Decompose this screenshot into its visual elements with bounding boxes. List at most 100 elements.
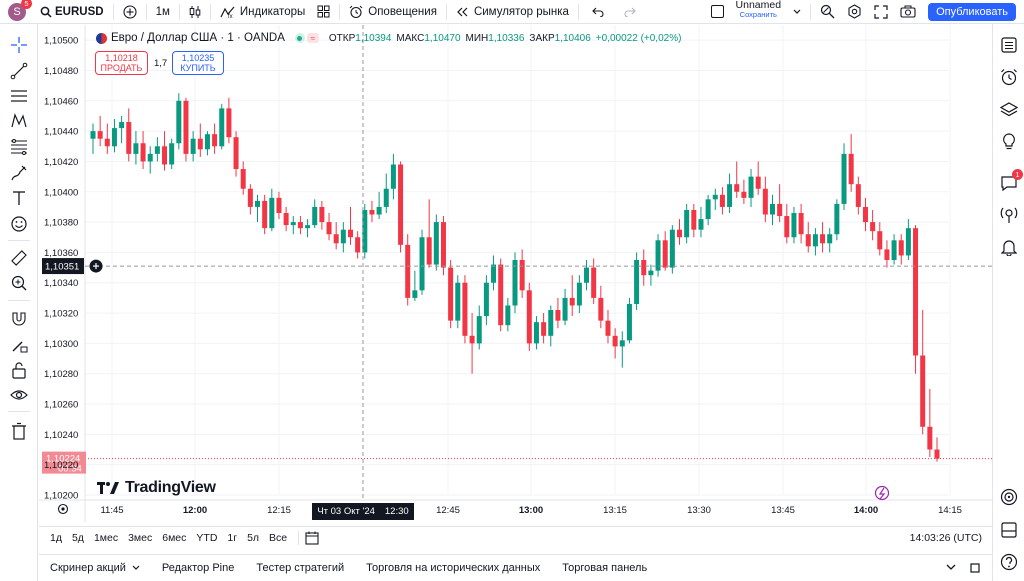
tab-trading-panel[interactable]: Торговая панель bbox=[562, 562, 648, 574]
tab-strategy-tester[interactable]: Тестер стратегий bbox=[256, 562, 345, 574]
candle bbox=[483, 275, 489, 326]
candle bbox=[741, 179, 747, 204]
range-button[interactable]: YTD bbox=[196, 532, 218, 544]
indicators-label: Индикаторы bbox=[239, 5, 306, 18]
snapshot-button[interactable] bbox=[894, 0, 922, 24]
zoom-tool[interactable] bbox=[8, 272, 30, 294]
crosshair-tool[interactable] bbox=[8, 34, 30, 56]
lock-drawing-tool[interactable] bbox=[8, 334, 30, 356]
replay-button[interactable]: Симулятор рынка bbox=[450, 0, 575, 24]
help-button[interactable] bbox=[998, 551, 1020, 573]
watchlist-button[interactable] bbox=[998, 34, 1020, 56]
candle-body bbox=[154, 146, 160, 154]
range-button[interactable]: 1г bbox=[227, 532, 238, 544]
time-tick-label: 11:45 bbox=[100, 505, 123, 516]
tradingview-logo[interactable]: TradingView bbox=[97, 479, 216, 497]
tab-stock-screener[interactable]: Скринер акций bbox=[39, 562, 151, 574]
add-alert-plus-icon[interactable] bbox=[89, 259, 103, 273]
dom-button[interactable] bbox=[998, 486, 1020, 508]
divider bbox=[339, 3, 341, 20]
visibility-tool[interactable] bbox=[8, 384, 30, 406]
maximize-icon[interactable] bbox=[970, 563, 980, 573]
horizontal-lines-tool[interactable] bbox=[8, 85, 30, 107]
axis-settings-icon[interactable] bbox=[57, 503, 69, 515]
chats-button[interactable]: 1 bbox=[998, 169, 1023, 194]
candle-body bbox=[498, 264, 504, 326]
tab-label: Скринер акций bbox=[50, 562, 126, 574]
layout-menu-button[interactable] bbox=[787, 0, 807, 24]
date-range-button[interactable] bbox=[305, 531, 319, 545]
candle bbox=[634, 252, 640, 311]
candle bbox=[920, 310, 926, 435]
chart-legend[interactable]: Евро / Доллар США · 1 · OANDA ≈ ОТКР1,10… bbox=[96, 32, 681, 44]
tab-pine-editor[interactable]: Редактор Pine bbox=[161, 562, 235, 574]
fullscreen-button[interactable] bbox=[868, 0, 894, 24]
quick-search-button[interactable] bbox=[814, 0, 841, 24]
object-tree-button[interactable] bbox=[998, 99, 1020, 121]
alerts-panel-button[interactable] bbox=[998, 66, 1020, 88]
lightning-event-icon[interactable] bbox=[874, 485, 890, 501]
publish-button[interactable]: Опубликовать bbox=[928, 2, 1016, 21]
layouts-button[interactable] bbox=[311, 0, 336, 24]
range-button[interactable]: 5л bbox=[247, 532, 260, 544]
chart-type-button[interactable] bbox=[183, 0, 207, 24]
interval-button[interactable]: 1м bbox=[155, 5, 170, 18]
remove-drawings-tool[interactable] bbox=[8, 420, 30, 442]
crosshair-price-tag bbox=[42, 258, 84, 275]
tab-replay-trading[interactable]: Торговля на исторических данных bbox=[366, 562, 541, 574]
redo-button[interactable] bbox=[614, 0, 646, 24]
brush-tool[interactable] bbox=[8, 162, 30, 184]
utc-clock[interactable]: 14:03:26 (UTC) bbox=[909, 532, 982, 544]
alerts-button[interactable]: Оповещения bbox=[343, 0, 443, 24]
chevron-down-icon[interactable] bbox=[946, 563, 956, 571]
streams-button[interactable] bbox=[998, 204, 1020, 226]
low-value: 1,10336 bbox=[488, 32, 525, 44]
text-tool[interactable] bbox=[8, 187, 30, 209]
candle-body bbox=[247, 188, 253, 207]
range-button[interactable]: Все bbox=[269, 532, 288, 544]
settings-button[interactable] bbox=[841, 0, 868, 24]
range-button[interactable]: 3мес bbox=[128, 532, 153, 544]
candle bbox=[326, 213, 332, 241]
symbol-search[interactable]: EURUSD bbox=[34, 0, 110, 24]
candle bbox=[405, 234, 411, 306]
candle bbox=[390, 153, 396, 200]
pattern-icon bbox=[11, 113, 27, 128]
candle-body bbox=[677, 229, 683, 238]
pattern-tool[interactable] bbox=[8, 110, 30, 132]
search-icon bbox=[40, 6, 52, 18]
sell-button[interactable]: 1,10218 ПРОДАТЬ bbox=[95, 51, 148, 75]
undo-button[interactable] bbox=[582, 0, 614, 24]
buy-button[interactable]: 1,10235 КУПИТЬ bbox=[172, 51, 224, 75]
candle-body bbox=[834, 203, 840, 235]
emoji-tool[interactable] bbox=[8, 213, 30, 235]
range-button[interactable]: 1д bbox=[50, 532, 62, 544]
range-button[interactable]: 6мес bbox=[162, 532, 187, 544]
indicators-icon: fx bbox=[220, 6, 235, 18]
ruler-tool[interactable] bbox=[8, 247, 30, 269]
lock-tool[interactable] bbox=[8, 359, 30, 381]
compare-button[interactable] bbox=[117, 0, 143, 24]
layout-checkbox[interactable] bbox=[705, 0, 730, 24]
notifications-button[interactable] bbox=[998, 236, 1020, 258]
candle bbox=[855, 176, 861, 215]
indicators-button[interactable]: fx Индикаторы bbox=[214, 0, 311, 24]
divider bbox=[209, 3, 211, 20]
range-button[interactable]: 5д bbox=[71, 532, 84, 544]
magnet-tool[interactable] bbox=[8, 308, 30, 330]
eye-icon bbox=[10, 390, 28, 400]
ideas-button[interactable] bbox=[998, 131, 1020, 153]
trend-line-tool[interactable] bbox=[8, 60, 30, 82]
candle-body bbox=[455, 282, 461, 321]
candle bbox=[433, 214, 439, 271]
range-button[interactable]: 1мес bbox=[93, 532, 119, 544]
trading-panel-button[interactable] bbox=[998, 519, 1020, 541]
user-avatar[interactable]: S 5 bbox=[8, 0, 32, 21]
fib-tool[interactable] bbox=[8, 136, 30, 158]
layout-name-button[interactable]: Unnamed Сохранить bbox=[730, 0, 788, 24]
candle bbox=[111, 119, 117, 153]
candle-body bbox=[934, 449, 940, 459]
market-status[interactable]: ≈ bbox=[294, 33, 319, 43]
broadcast-icon bbox=[1000, 207, 1018, 223]
